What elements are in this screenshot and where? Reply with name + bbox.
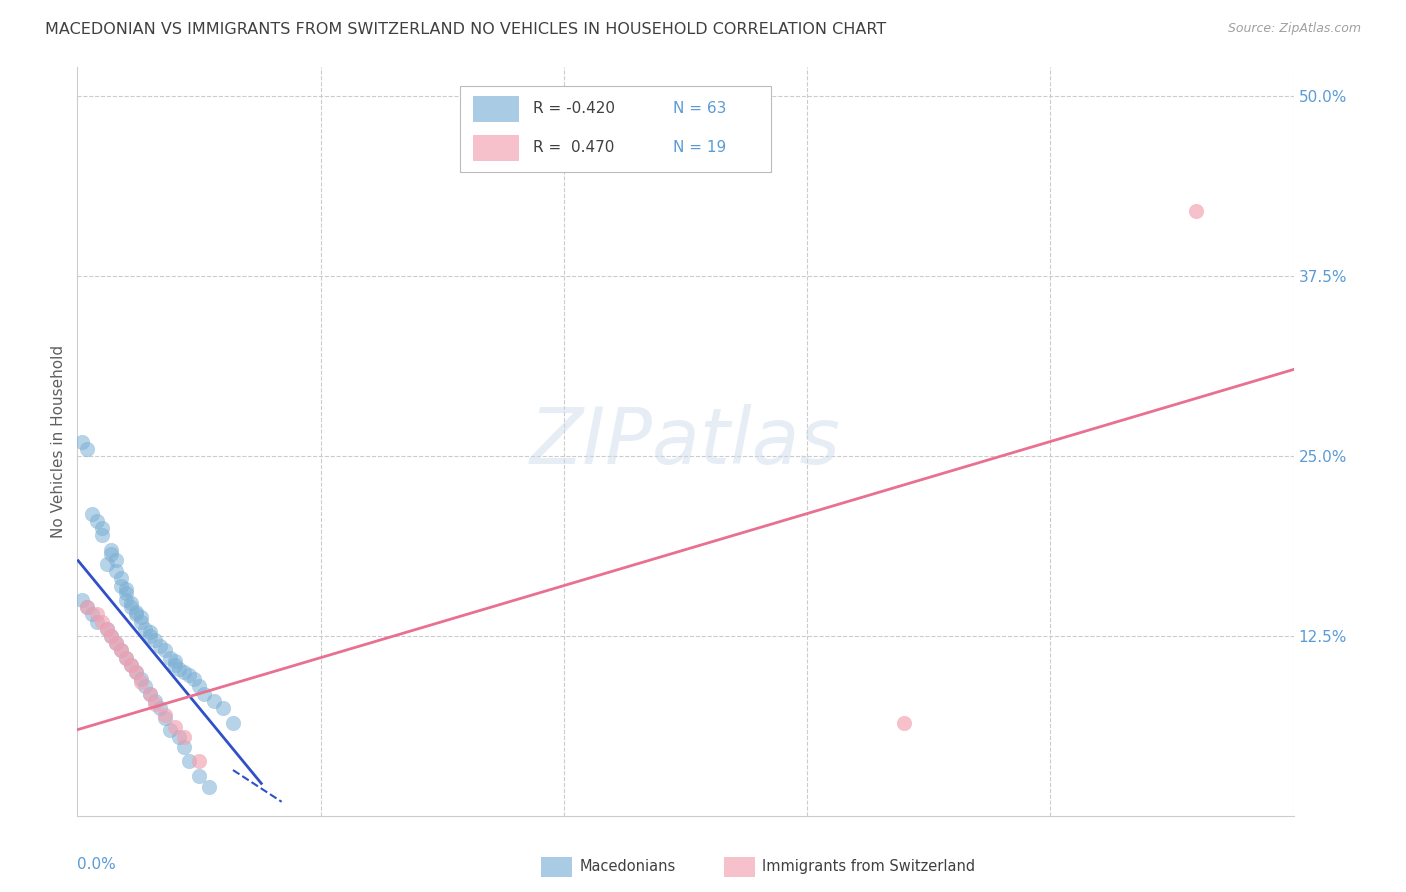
- Point: [134, 622, 156, 636]
- Text: N = 19: N = 19: [673, 140, 727, 155]
- Text: Source: ZipAtlas.com: Source: ZipAtlas.com: [1227, 22, 1361, 36]
- Point: [149, 701, 172, 715]
- Point: [153, 708, 176, 723]
- Text: R =  0.470: R = 0.470: [533, 140, 614, 155]
- Point: [173, 730, 195, 744]
- Point: [70, 434, 93, 449]
- Text: Immigrants from Switzerland: Immigrants from Switzerland: [762, 859, 976, 873]
- Point: [100, 547, 122, 561]
- Point: [125, 665, 148, 679]
- Point: [129, 673, 152, 687]
- Point: [105, 636, 128, 650]
- Point: [212, 701, 235, 715]
- Point: [110, 643, 132, 657]
- FancyBboxPatch shape: [460, 86, 770, 172]
- Point: [129, 675, 152, 690]
- Point: [90, 521, 112, 535]
- Point: [115, 650, 138, 665]
- Point: [129, 615, 152, 629]
- Point: [1185, 204, 1208, 219]
- Point: [120, 596, 142, 610]
- Point: [80, 507, 103, 521]
- Point: [143, 697, 166, 711]
- Point: [86, 615, 108, 629]
- Text: Macedonians: Macedonians: [579, 859, 675, 873]
- Point: [149, 639, 172, 653]
- Point: [115, 586, 138, 600]
- Point: [179, 755, 201, 769]
- Point: [193, 687, 215, 701]
- Point: [179, 668, 201, 682]
- Point: [105, 564, 128, 578]
- Point: [143, 694, 166, 708]
- Point: [153, 643, 176, 657]
- Point: [188, 680, 211, 694]
- Point: [173, 665, 195, 679]
- Point: [90, 615, 112, 629]
- Point: [70, 593, 93, 607]
- Point: [90, 528, 112, 542]
- Point: [96, 557, 118, 571]
- Point: [105, 552, 128, 566]
- Point: [80, 607, 103, 622]
- Point: [893, 715, 915, 730]
- Point: [173, 739, 195, 754]
- Point: [188, 769, 211, 783]
- Point: [222, 715, 245, 730]
- Point: [197, 780, 219, 795]
- Point: [76, 442, 98, 456]
- Point: [110, 643, 132, 657]
- Text: N = 63: N = 63: [673, 102, 727, 116]
- Text: R = -0.420: R = -0.420: [533, 102, 616, 116]
- Point: [153, 711, 176, 725]
- Point: [115, 582, 138, 596]
- Point: [115, 593, 138, 607]
- Point: [202, 694, 225, 708]
- Y-axis label: No Vehicles in Household: No Vehicles in Household: [51, 345, 66, 538]
- Text: ZIPatlas: ZIPatlas: [530, 403, 841, 480]
- Point: [163, 720, 186, 734]
- Point: [86, 514, 108, 528]
- Point: [96, 622, 118, 636]
- Point: [125, 665, 148, 679]
- Point: [115, 650, 138, 665]
- Point: [139, 687, 162, 701]
- Point: [163, 657, 186, 672]
- Point: [159, 650, 181, 665]
- Text: 0.0%: 0.0%: [77, 857, 117, 872]
- Point: [120, 657, 142, 672]
- Point: [110, 571, 132, 585]
- Point: [76, 600, 98, 615]
- Point: [120, 600, 142, 615]
- Bar: [472, 96, 519, 121]
- Point: [188, 755, 211, 769]
- Point: [110, 579, 132, 593]
- Point: [120, 657, 142, 672]
- Point: [169, 730, 191, 744]
- Point: [163, 654, 186, 668]
- Point: [125, 605, 148, 619]
- Point: [100, 629, 122, 643]
- Bar: [472, 135, 519, 161]
- Point: [100, 629, 122, 643]
- Point: [139, 687, 162, 701]
- Point: [105, 636, 128, 650]
- Point: [139, 624, 162, 639]
- Point: [100, 542, 122, 557]
- Point: [139, 629, 162, 643]
- Point: [129, 610, 152, 624]
- Point: [183, 673, 205, 687]
- Point: [159, 723, 181, 737]
- Text: MACEDONIAN VS IMMIGRANTS FROM SWITZERLAND NO VEHICLES IN HOUSEHOLD CORRELATION C: MACEDONIAN VS IMMIGRANTS FROM SWITZERLAN…: [45, 22, 886, 37]
- Point: [76, 600, 98, 615]
- Point: [134, 680, 156, 694]
- Point: [125, 607, 148, 622]
- Point: [143, 633, 166, 648]
- Point: [169, 662, 191, 676]
- Point: [96, 622, 118, 636]
- Point: [86, 607, 108, 622]
